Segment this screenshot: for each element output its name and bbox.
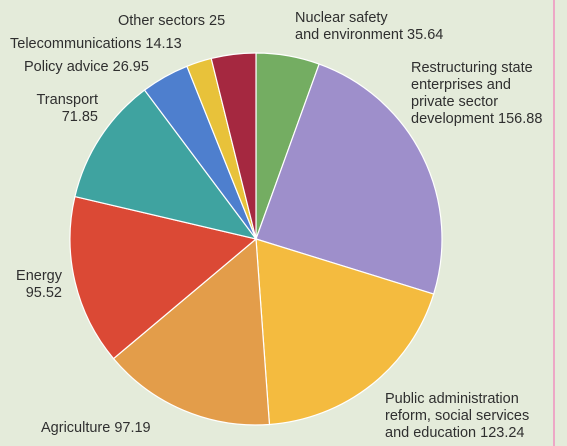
- pie-slice-agriculture: [112, 237, 271, 426]
- slice-label-transport: Transport 71.85: [36, 92, 98, 125]
- pie-slice-public-administration-reform-social-services-and-education: [255, 238, 435, 426]
- slice-label-public-administration: Public administration reform, social ser…: [385, 391, 530, 441]
- slice-label-restructuring: Restructuring state enterprises and priv…: [411, 60, 543, 127]
- slice-label-agriculture: Agriculture 97.19: [41, 420, 151, 436]
- page-edge-line: [553, 0, 555, 446]
- pie-slice-other-sectors: [210, 52, 257, 240]
- slice-label-energy: Energy 95.52: [16, 268, 62, 301]
- slice-label-telecommunications: Telecommunications 14.13: [10, 36, 182, 52]
- slice-label-nuclear-safety: Nuclear safety and environment 35.64: [295, 10, 444, 43]
- pie-slice-restructuring-state-enterprises-and-private-sector-development: [255, 63, 443, 295]
- pie-slice-transport: [74, 89, 258, 240]
- slice-label-policy-advice: Policy advice 26.95: [24, 59, 149, 75]
- slice-label-other-sectors: Other sectors 25: [118, 13, 226, 29]
- pie-slice-energy: [69, 195, 258, 360]
- pie-slices: [69, 52, 443, 426]
